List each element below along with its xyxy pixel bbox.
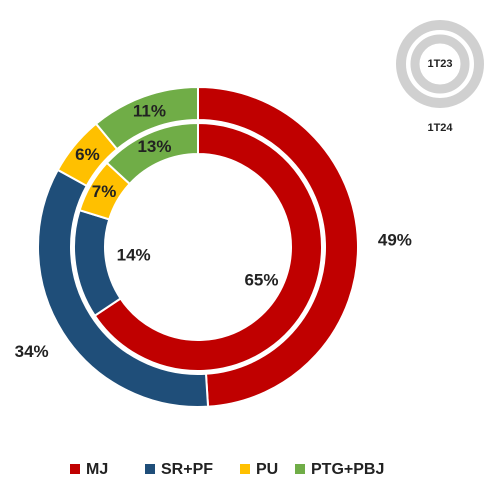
legend-label: MJ bbox=[86, 461, 108, 478]
donut-segment bbox=[37, 168, 210, 408]
donut-segment bbox=[197, 85, 359, 408]
donut-segment bbox=[105, 121, 199, 186]
inner-ring-name: 1T23 bbox=[427, 58, 452, 70]
legend-icon-inner bbox=[410, 34, 470, 94]
data-label: 49% bbox=[378, 230, 412, 249]
donut-segment bbox=[93, 121, 323, 372]
data-label: 7% bbox=[92, 182, 117, 201]
donut-segment bbox=[94, 85, 199, 151]
legend-swatch bbox=[240, 464, 250, 474]
data-label: 11% bbox=[133, 101, 166, 120]
legend-icon-outer bbox=[396, 20, 484, 108]
outer-ring-name: 1T24 bbox=[427, 122, 453, 134]
legend-swatch bbox=[145, 464, 155, 474]
legend-label: PU bbox=[256, 461, 278, 478]
data-label: 6% bbox=[75, 145, 100, 164]
legend-label: SR+PF bbox=[161, 461, 213, 478]
legend-label: PTG+PBJ bbox=[311, 461, 384, 478]
data-label: 13% bbox=[137, 137, 171, 156]
data-label: 65% bbox=[244, 270, 278, 289]
legend-swatch bbox=[295, 464, 305, 474]
data-label: 34% bbox=[15, 342, 49, 361]
legend-swatch bbox=[70, 464, 80, 474]
data-label: 14% bbox=[117, 246, 151, 265]
